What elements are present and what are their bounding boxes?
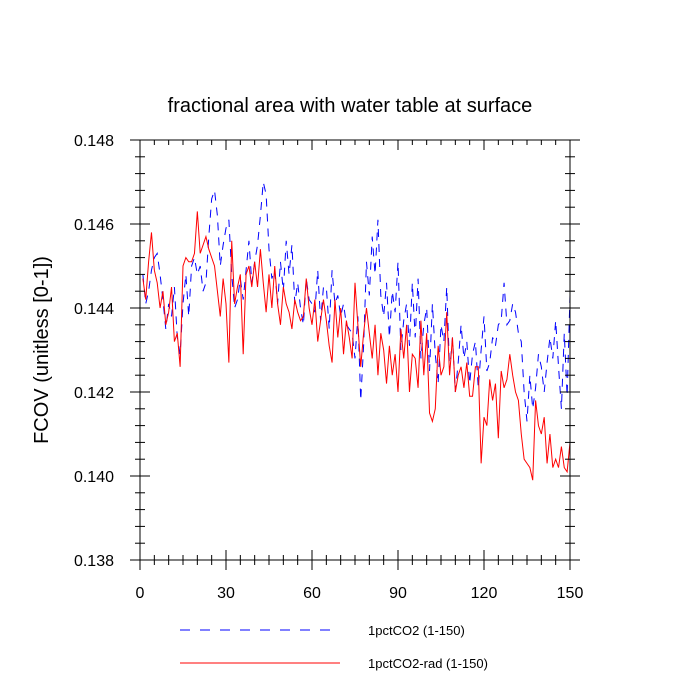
legend-label-1pctco2-rad: 1pctCO2-rad (1-150): [368, 656, 488, 671]
x-tick-label-5: 150: [557, 585, 584, 602]
x-tick-label-3: 90: [389, 585, 407, 602]
series-layer: [142, 181, 571, 481]
y-tick-label-0: 0.138: [74, 553, 114, 570]
y-tick-label-1: 0.140: [74, 469, 114, 486]
x-tick-label-2: 60: [303, 585, 321, 602]
axes-layer: 0 30 60 90 120 150 0.138 0.140 0.142 0.144 0.146 0.…: [74, 133, 583, 602]
y-tick-label-2: 0.142: [74, 385, 114, 402]
legend: 1pctCO2 (1-150) 1pctCO2-rad (1-150): [180, 623, 488, 671]
y-axis-label: FCOV (unitless [0-1]): [31, 256, 53, 444]
y-tick-label-3: 0.144: [74, 301, 114, 318]
x-tick-label-0: 0: [136, 585, 145, 602]
plot-frame: [139, 139, 571, 561]
x-tick-label-1: 30: [217, 585, 235, 602]
chart-title: fractional area with water table at surf…: [168, 95, 533, 117]
series-line-1: [142, 211, 571, 481]
y-tick-label-4: 0.146: [74, 217, 114, 234]
x-tick-label-4: 120: [471, 585, 498, 602]
series-line-0: [142, 181, 571, 422]
y-tick-label-5: 0.148: [74, 133, 114, 150]
legend-label-1pctco2: 1pctCO2 (1-150): [368, 623, 465, 638]
